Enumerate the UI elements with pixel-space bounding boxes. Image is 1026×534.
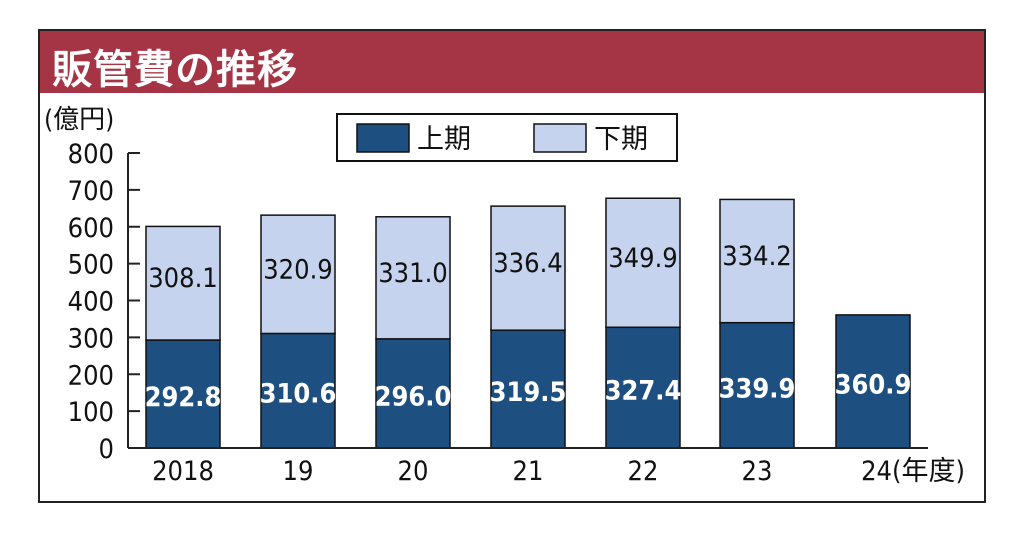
x-tick-label: 20	[398, 456, 429, 487]
data-label-second-half: 349.9	[608, 243, 678, 274]
bar-second-half	[605, 197, 681, 329]
y-tick-label: 200	[68, 360, 114, 391]
x-axis: 2018 19 20 21 22 23 24(年度)	[128, 447, 965, 487]
legend-label-second-half: 下期	[594, 124, 648, 155]
y-tick-label: 500	[68, 250, 114, 281]
data-label-first-half: 296.0	[375, 381, 452, 412]
chart-title: 販管費の推移	[52, 47, 298, 93]
legend: 上期 下期	[336, 113, 678, 162]
bar-first-half	[260, 332, 336, 449]
data-label-second-half: 320.9	[263, 254, 333, 285]
y-tick-label: 600	[68, 213, 114, 244]
legend-swatch-first-half	[356, 123, 410, 153]
data-label-second-half: 308.1	[148, 263, 218, 294]
data-label-first-half: 310.6	[260, 379, 337, 410]
data-label-second-half: 334.2	[722, 241, 792, 272]
y-tick-label: 0	[99, 434, 114, 465]
y-tick-label: 300	[68, 323, 114, 354]
legend-swatch-second-half	[533, 123, 587, 153]
title-bar: 販管費の推移	[40, 31, 984, 93]
data-label-second-half: 336.4	[493, 248, 563, 279]
bar-second-half	[375, 216, 451, 340]
data-label-first-half: 292.8	[145, 382, 222, 413]
y-tick-label: 100	[68, 397, 114, 428]
data-label-second-half: 331.0	[378, 258, 448, 289]
x-tick-label: 2018	[152, 456, 214, 487]
bar-first-half	[605, 326, 681, 449]
bar-second-half	[719, 198, 795, 324]
bar-second-half	[145, 225, 221, 341]
x-tick-label: 24(年度)	[861, 456, 965, 487]
x-tick-label: 21	[513, 456, 544, 487]
data-label-first-half: 339.9	[719, 373, 796, 404]
y-tick-label: 800	[68, 139, 114, 170]
data-label-first-half: 360.9	[835, 369, 912, 400]
y-axis-label: (億円)	[44, 105, 114, 135]
bar-first-half	[719, 321, 795, 449]
data-label-first-half: 319.5	[490, 377, 567, 408]
bar-first-half	[835, 314, 911, 449]
x-tick-label: 19	[283, 456, 314, 487]
legend-label-first-half: 上期	[417, 124, 471, 155]
data-label-first-half: 327.4	[605, 376, 682, 407]
y-tick-label: 700	[68, 176, 114, 207]
bar-second-half	[490, 205, 566, 331]
x-tick-label: 22	[628, 456, 659, 487]
bar-second-half	[260, 214, 336, 335]
y-tick-label: 400	[68, 287, 114, 318]
x-tick-label: 23	[742, 456, 773, 487]
bars: 292.8 308.1 310.6 320.9 296.0 331.0 319.5 336.4…	[145, 197, 912, 449]
bar-first-half	[375, 338, 451, 449]
y-axis: 0 100 200 300 400 500 600 700 800	[68, 139, 140, 465]
